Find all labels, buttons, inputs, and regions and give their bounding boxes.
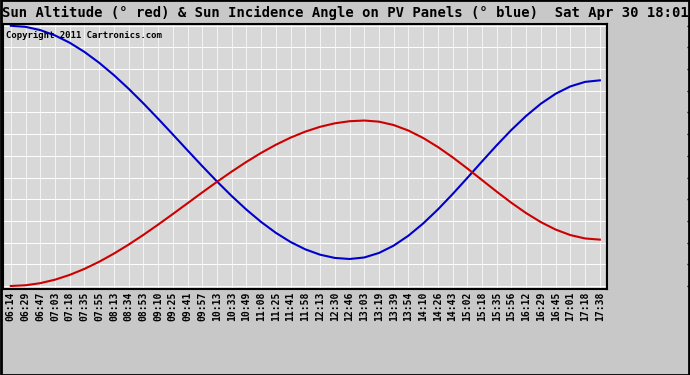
Text: 14:10: 14:10 [418,291,428,321]
Text: 08:53: 08:53 [138,291,148,321]
Text: 11:08: 11:08 [256,291,266,321]
Text: 07:55: 07:55 [94,291,104,321]
Text: 14:26: 14:26 [433,291,443,321]
Text: Copyright 2011 Cartronics.com: Copyright 2011 Cartronics.com [6,31,162,40]
Text: 08:13: 08:13 [109,291,119,321]
Text: 15:02: 15:02 [462,291,473,321]
Text: 13:39: 13:39 [388,291,399,321]
Text: 09:57: 09:57 [197,291,207,321]
Text: 06:29: 06:29 [21,291,30,321]
Text: 07:03: 07:03 [50,291,60,321]
Text: 08:34: 08:34 [124,291,134,321]
Text: 12:46: 12:46 [344,291,355,321]
Text: 15:35: 15:35 [492,291,502,321]
Text: 10:13: 10:13 [212,291,222,321]
Text: 11:41: 11:41 [286,291,295,321]
Text: 13:54: 13:54 [404,291,413,321]
Text: 10:33: 10:33 [227,291,237,321]
Text: 13:19: 13:19 [374,291,384,321]
Text: 17:01: 17:01 [565,291,575,321]
Text: 09:41: 09:41 [183,291,193,321]
Text: 17:38: 17:38 [595,291,605,321]
Text: 09:25: 09:25 [168,291,178,321]
Text: 11:58: 11:58 [300,291,310,321]
Text: 13:03: 13:03 [359,291,369,321]
Text: 16:12: 16:12 [521,291,531,321]
Text: 09:10: 09:10 [153,291,163,321]
Text: 15:18: 15:18 [477,291,487,321]
Text: 06:14: 06:14 [6,291,16,321]
Text: 07:35: 07:35 [79,291,90,321]
Text: 16:45: 16:45 [551,291,561,321]
Text: 12:13: 12:13 [315,291,325,321]
Text: 07:18: 07:18 [65,291,75,321]
Text: 12:30: 12:30 [330,291,339,321]
Text: Sun Altitude (° red) & Sun Incidence Angle on PV Panels (° blue)  Sat Apr 30 18:: Sun Altitude (° red) & Sun Incidence Ang… [1,6,689,20]
Text: 11:25: 11:25 [271,291,281,321]
Text: 15:56: 15:56 [506,291,517,321]
Text: 10:49: 10:49 [241,291,251,321]
Text: 17:18: 17:18 [580,291,590,321]
Text: 16:29: 16:29 [536,291,546,321]
Text: 14:43: 14:43 [448,291,457,321]
Text: 06:47: 06:47 [35,291,46,321]
